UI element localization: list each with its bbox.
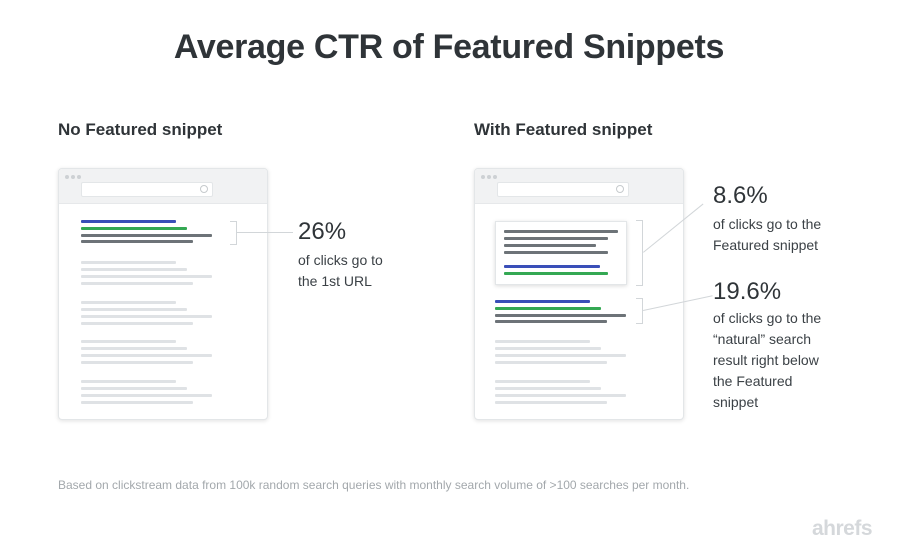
result-url-line xyxy=(81,227,187,230)
browser-toolbar xyxy=(59,169,267,204)
placeholder-line xyxy=(81,354,212,357)
placeholder-line xyxy=(81,275,212,278)
description-line: the 1st URL xyxy=(298,273,372,289)
result-title-line xyxy=(81,220,176,223)
with-snippet-heading: With Featured snippet xyxy=(474,120,653,139)
no-snippet-ctr-description: of clicks go to the 1st URL xyxy=(298,250,383,292)
browser-toolbar xyxy=(475,169,683,204)
window-dot-icon xyxy=(493,175,497,179)
description-line: the Featured xyxy=(713,373,793,389)
featured-snippet-ctr-value: 8.6% xyxy=(713,182,768,209)
natural-result-bracket xyxy=(636,298,643,324)
placeholder-line xyxy=(81,401,193,404)
window-dot-icon xyxy=(77,175,81,179)
natural-result-ctr-value: 19.6% xyxy=(713,278,782,305)
description-line: Featured snippet xyxy=(713,237,819,253)
snippet-url-line xyxy=(504,272,608,275)
description-line: of clicks go to the xyxy=(713,216,822,232)
first-result-connector xyxy=(237,232,293,233)
result-url-line xyxy=(495,307,601,310)
placeholder-line xyxy=(495,387,601,390)
serp-mockup-with-snippet xyxy=(474,168,684,420)
result-snippet-line xyxy=(81,234,212,237)
result-snippet-line xyxy=(495,320,607,323)
footnote: Based on clickstream data from 100k rand… xyxy=(58,478,690,492)
featured-snippet-bracket xyxy=(636,220,643,286)
placeholder-line xyxy=(81,340,176,343)
description-line: snippet xyxy=(713,394,759,410)
window-dot-icon xyxy=(71,175,75,179)
natural-result-ctr-description: of clicks go to the “natural” search res… xyxy=(713,308,821,413)
description-line: of clicks go to xyxy=(298,252,383,268)
placeholder-line xyxy=(495,340,590,343)
snippet-text-line xyxy=(504,237,608,240)
placeholder-line xyxy=(495,394,626,397)
placeholder-line xyxy=(81,282,193,285)
description-line: of clicks go to the xyxy=(713,310,822,326)
placeholder-line xyxy=(81,380,176,383)
window-dot-icon xyxy=(65,175,69,179)
search-box xyxy=(497,182,629,197)
result-snippet-line xyxy=(495,314,626,317)
result-title-line xyxy=(495,300,590,303)
featured-snippet-box xyxy=(495,221,627,285)
search-icon xyxy=(200,185,208,193)
snippet-text-line xyxy=(504,244,596,247)
placeholder-line xyxy=(81,347,187,350)
snippet-text-line xyxy=(504,251,608,254)
placeholder-line xyxy=(81,301,176,304)
placeholder-line xyxy=(495,401,607,404)
placeholder-line xyxy=(81,261,176,264)
snippet-text-line xyxy=(504,230,618,233)
featured-snippet-ctr-description: of clicks go to the Featured snippet xyxy=(713,214,821,256)
placeholder-line xyxy=(495,347,601,350)
ahrefs-logo: ahrefs xyxy=(812,517,873,540)
no-snippet-ctr-value: 26% xyxy=(298,218,347,245)
description-line: “natural” search xyxy=(713,331,812,347)
result-snippet-line xyxy=(81,240,193,243)
no-snippet-heading: No Featured snippet xyxy=(58,120,223,139)
search-icon xyxy=(616,185,624,193)
placeholder-line xyxy=(81,315,212,318)
serp-mockup-no-snippet xyxy=(58,168,268,420)
placeholder-line xyxy=(495,380,590,383)
placeholder-line xyxy=(81,361,193,364)
placeholder-line xyxy=(81,387,187,390)
window-dot-icon xyxy=(481,175,485,179)
placeholder-line xyxy=(495,354,626,357)
search-box xyxy=(81,182,213,197)
snippet-title-line xyxy=(504,265,600,268)
placeholder-line xyxy=(495,361,607,364)
placeholder-line xyxy=(81,394,212,397)
first-result-bracket xyxy=(230,221,237,245)
placeholder-line xyxy=(81,308,187,311)
description-line: result right below xyxy=(713,352,819,368)
placeholder-line xyxy=(81,268,187,271)
chart-title: Average CTR of Featured Snippets xyxy=(173,28,725,66)
window-dot-icon xyxy=(487,175,491,179)
placeholder-line xyxy=(81,322,193,325)
